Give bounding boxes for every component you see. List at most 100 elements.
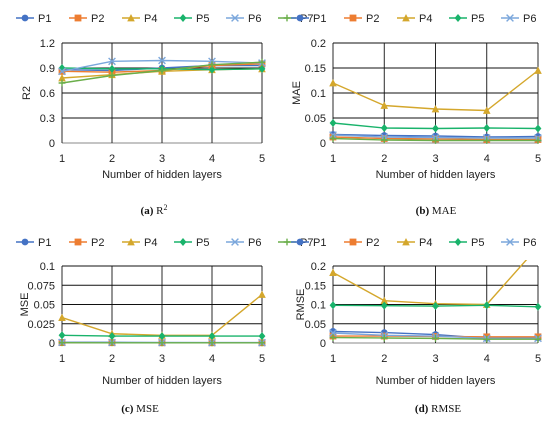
panel-a-ytick-label: 0.9 — [40, 63, 55, 75]
panel-b-xtick-label: 1 — [330, 153, 336, 165]
panel-b-ytick-label: 0.1 — [311, 88, 326, 100]
panel-a-legend-label-p1: P1 — [38, 13, 51, 25]
panel-a-legend-marker-p1 — [21, 14, 29, 22]
panel-a-legend-label-p6: P6 — [248, 13, 261, 25]
panel-a-grid — [61, 42, 263, 144]
panel-d-ytick-label: 0 — [320, 338, 326, 350]
panel-b-ytick-label: 0.05 — [305, 113, 326, 125]
panel-a-point-p6 — [158, 56, 166, 65]
panel-a-point-p7 — [208, 61, 216, 69]
panel-c-legend-label-p7: P7 — [300, 237, 313, 249]
panel-b-legend-label-p4: P4 — [419, 13, 432, 25]
panel-d-point-p7 — [534, 335, 542, 343]
panel-c-point-p5 — [158, 332, 166, 341]
panel-a-ytick-label: 0 — [49, 138, 55, 150]
panel-c-xtick-label: 3 — [159, 353, 165, 365]
panel-d-ytick-label: 0.1 — [311, 300, 326, 312]
panel-b-ytick-label: 0.15 — [305, 63, 326, 75]
panel-b-caption-text: MAE — [429, 205, 456, 217]
panel-d-point-p4 — [380, 296, 389, 305]
panel-b-legend-marker-p5 — [454, 14, 462, 22]
panel-b-point-p4 — [534, 66, 542, 74]
panel-a-point-p7 — [158, 67, 166, 74]
panel-c-point-p7 — [208, 339, 216, 347]
panel-b-legend-label-p6: P6 — [523, 13, 536, 25]
panel-b-y-axis-label: MAE — [291, 81, 303, 105]
panel-b-legend-marker-p1 — [296, 14, 304, 22]
panel-b-point-p5 — [483, 124, 491, 132]
panel-c-y-axis-label: MSE — [19, 293, 31, 317]
panel-a: P1 P2 P4 P5 P6 P7 0 0.3 0.6 0.9 1.2 1 2 3 4 5 Number of … — [16, 13, 313, 217]
panel-d: P1 P2 P4 P5 P6 P7 0 0.05 0.1 0.15 0.2 1 2 3 4 5 Number o… — [291, 237, 542, 415]
panel-d-point-p5 — [534, 302, 542, 311]
panel-a-y-axis-label: R2 — [21, 86, 33, 100]
panel-d-legend-marker-p6 — [506, 238, 514, 246]
panel-b-ytick-label: 0.2 — [311, 38, 326, 50]
panel-c-xtick-label: 2 — [109, 353, 115, 365]
panel-d-ytick-label: 0.05 — [305, 319, 326, 331]
panel-a-caption-text: R — [153, 205, 164, 217]
panel-b-x-axis-label: Number of hidden layers — [376, 169, 496, 181]
panel-a-xtick-label: 5 — [259, 153, 265, 165]
panel-c-legend-label-p5: P5 — [196, 237, 209, 249]
panel-d-x-axis-label: Number of hidden layers — [376, 375, 496, 387]
panel-a-legend-label-p4: P4 — [144, 13, 157, 25]
panel-b-legend-marker-p6 — [506, 14, 514, 22]
panel-b-legend-marker-p2 — [349, 14, 357, 22]
panel-d-xtick-label: 3 — [432, 353, 438, 365]
panel-a-point-p7 — [258, 58, 266, 66]
panel-b-legend-label-p5: P5 — [471, 13, 484, 25]
panel-c-point-p7 — [108, 339, 116, 347]
panel-c-legend-label-p1: P1 — [38, 237, 51, 249]
panel-d-legend-marker-p4 — [402, 238, 410, 246]
panel-b-point-p4 — [431, 105, 440, 113]
panel-a-xtick-label: 2 — [109, 153, 115, 165]
panel-a-legend-marker-p5 — [179, 14, 187, 22]
panel-d-caption: (d) RMSE — [415, 403, 461, 415]
panel-d-caption-text: RMSE — [428, 403, 461, 415]
panel-a-xtick-label: 3 — [159, 153, 165, 165]
panel-a-point-p4 — [58, 74, 66, 82]
panel-d-point-p6 — [329, 329, 337, 337]
panel-d-ytick-label: 0.2 — [311, 261, 326, 273]
panel-a-xtick-label: 1 — [59, 153, 65, 165]
panel-a-point-p5 — [208, 65, 216, 74]
panel-c-point-p7 — [58, 339, 66, 347]
panel-b: P1 P2 P4 P5 P6 P7 0 0.05 0.1 0.15 0.2 1 2 3 4 5 Number o… — [291, 13, 542, 217]
panel-b-point-p7 — [483, 137, 491, 144]
panel-c-legend-marker-p6 — [231, 238, 239, 246]
panel-d-legend-label-p6: P6 — [523, 237, 536, 249]
panel-c-legend-marker-p7 — [283, 238, 291, 246]
panel-d-point-p7 — [483, 335, 491, 343]
panel-c-ytick-label: 0.05 — [34, 300, 55, 312]
panel-c-legend-marker-p4 — [127, 238, 135, 246]
panel-a-caption-letter: (a) — [141, 205, 154, 217]
panel-a-caption: (a) R2 — [141, 203, 168, 217]
panel-b-point-p7 — [380, 136, 388, 144]
panel-d-legend: P1 P2 P4 P5 P6 P7 — [291, 237, 536, 249]
panel-d-point-p7 — [380, 334, 388, 342]
panel-b-caption-letter: (b) — [416, 205, 430, 217]
panel-c-plot-area — [58, 290, 266, 347]
panel-d-point-p7 — [329, 334, 337, 342]
panel-c: P1 P2 P4 P5 P6 P7 0 0.025 0.05 0.075 0.1 1 2 3 4 5 Numbe… — [16, 237, 313, 415]
panel-a-point-p5 — [258, 64, 266, 73]
panel-a-xtick-label: 4 — [209, 153, 215, 165]
panel-d-point-p5 — [380, 301, 388, 310]
panel-c-ytick-label: 0.025 — [27, 319, 55, 331]
panel-b-point-p5 — [380, 124, 388, 132]
panel-d-legend-marker-p2 — [349, 238, 357, 246]
panel-c-legend-marker-p2 — [74, 238, 82, 246]
panel-b-legend: P1 P2 P4 P5 P6 P7 — [291, 13, 536, 25]
panel-b-point-p6 — [329, 131, 337, 139]
panel-b-xtick-label: 2 — [381, 153, 387, 165]
panel-d-ytick-label: 0.15 — [305, 280, 326, 292]
panel-c-point-p5 — [208, 332, 216, 341]
panel-c-xtick-label: 5 — [259, 353, 265, 365]
panel-a-legend-label-p7: P7 — [300, 13, 313, 25]
panel-d-legend-label-p4: P4 — [419, 237, 432, 249]
panel-b-xtick-label: 5 — [535, 153, 541, 165]
panel-a-ytick-label: 0.3 — [40, 113, 55, 125]
panel-c-point-p5 — [58, 331, 66, 340]
panel-a-point-p6 — [58, 67, 66, 76]
